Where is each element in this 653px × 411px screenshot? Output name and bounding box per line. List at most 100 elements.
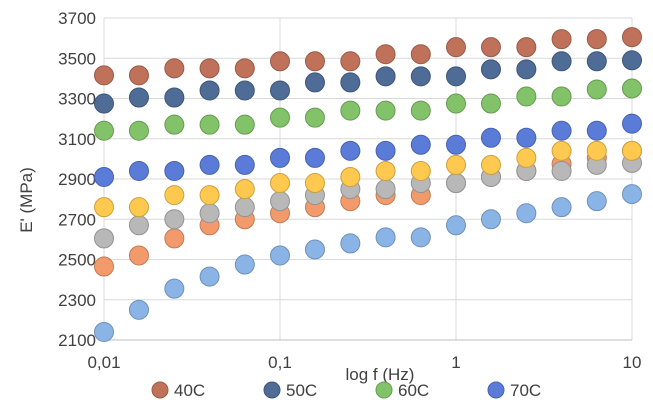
point-60c	[94, 120, 114, 141]
point-50c	[128, 87, 149, 108]
point-40c	[199, 58, 220, 79]
point-60c	[304, 107, 325, 128]
point-40c	[622, 27, 642, 48]
legend-marker-60c	[375, 381, 393, 399]
point-50c	[270, 80, 290, 101]
point-unlabeled-5	[128, 215, 149, 236]
point-unlabeled-4	[128, 197, 149, 218]
point-unlabeled-4	[375, 160, 396, 181]
point-70c	[164, 160, 185, 181]
point-unlabeled-6	[128, 245, 149, 266]
point-unlabeled-7	[340, 233, 361, 254]
data-points	[94, 27, 642, 342]
x-axis-label: log f (Hz)	[346, 365, 415, 384]
point-40c	[234, 58, 255, 79]
point-70c	[480, 127, 501, 148]
point-unlabeled-4	[551, 140, 572, 161]
point-60c	[340, 100, 361, 121]
point-unlabeled-4	[304, 173, 325, 194]
point-70c	[551, 120, 572, 141]
point-70c	[304, 147, 325, 168]
legend-marker-50c	[263, 381, 281, 399]
point-unlabeled-7	[586, 191, 607, 212]
point-60c	[516, 86, 537, 107]
point-50c	[446, 66, 466, 87]
y-tick-label: 3500	[58, 49, 96, 68]
point-70c	[410, 134, 431, 155]
point-40c	[516, 37, 537, 58]
point-unlabeled-7	[199, 266, 220, 287]
point-unlabeled-4	[480, 154, 501, 175]
point-unlabeled-7	[410, 227, 431, 248]
point-unlabeled-6	[94, 256, 114, 277]
point-60c	[199, 114, 220, 135]
y-tick-label: 3700	[58, 9, 96, 28]
point-50c	[164, 87, 185, 108]
y-tick-label: 2500	[58, 251, 96, 270]
point-unlabeled-4	[516, 147, 537, 168]
point-unlabeled-4	[94, 197, 114, 218]
legend-label-60c: 60C	[398, 381, 429, 400]
y-tick-label: 3300	[58, 90, 96, 109]
point-40c	[410, 44, 431, 65]
point-70c	[128, 160, 149, 181]
point-40c	[446, 37, 466, 58]
point-50c	[234, 80, 255, 101]
point-50c	[94, 93, 114, 114]
point-unlabeled-7	[270, 245, 290, 266]
point-40c	[164, 58, 185, 79]
point-unlabeled-7	[375, 227, 396, 248]
point-50c	[480, 59, 501, 80]
axes: 2100 2300 2500 2700 2900 3100 3300 3500 3700 0,01…	[58, 9, 641, 372]
point-50c	[586, 51, 607, 72]
point-unlabeled-7	[164, 278, 185, 299]
point-unlabeled-7	[446, 215, 466, 236]
x-tick-label: 10	[623, 353, 642, 372]
point-40c	[375, 44, 396, 65]
point-unlabeled-5	[234, 197, 255, 218]
point-unlabeled-7	[234, 254, 255, 275]
point-unlabeled-7	[94, 321, 114, 342]
point-50c	[551, 51, 572, 72]
legend-label-40c: 40C	[174, 381, 205, 400]
point-70c	[94, 166, 114, 187]
point-unlabeled-4	[622, 140, 642, 161]
y-tick-label: 2100	[58, 331, 96, 350]
point-50c	[340, 72, 361, 93]
point-unlabeled-7	[304, 239, 325, 260]
point-40c	[480, 37, 501, 58]
point-60c	[270, 107, 290, 128]
point-unlabeled-7	[551, 197, 572, 218]
point-40c	[304, 51, 325, 72]
point-60c	[480, 93, 501, 114]
x-tick-label: 0,01	[87, 353, 120, 372]
point-60c	[410, 100, 431, 121]
point-unlabeled-4	[234, 179, 255, 200]
point-70c	[270, 147, 290, 168]
point-50c	[375, 66, 396, 87]
point-unlabeled-5	[94, 228, 114, 249]
legend-label-50c: 50C	[286, 381, 317, 400]
point-unlabeled-6	[164, 228, 185, 249]
legend-marker-40c	[151, 381, 169, 399]
point-40c	[551, 29, 572, 50]
point-unlabeled-4	[270, 173, 290, 194]
point-70c	[446, 134, 466, 155]
point-unlabeled-4	[164, 185, 185, 206]
point-unlabeled-4	[199, 185, 220, 206]
y-axis-label: E' (MPa)	[17, 167, 36, 233]
axis-labels: log f (Hz) E' (MPa)	[17, 167, 414, 384]
point-60c	[622, 78, 642, 99]
point-60c	[375, 100, 396, 121]
point-unlabeled-7	[622, 184, 642, 205]
point-70c	[199, 154, 220, 175]
y-tick-label: 2900	[58, 170, 96, 189]
y-tick-label: 3100	[58, 130, 96, 149]
point-unlabeled-5	[375, 179, 396, 200]
point-60c	[164, 114, 185, 135]
point-unlabeled-5	[270, 191, 290, 212]
point-50c	[622, 50, 642, 71]
point-70c	[340, 140, 361, 161]
